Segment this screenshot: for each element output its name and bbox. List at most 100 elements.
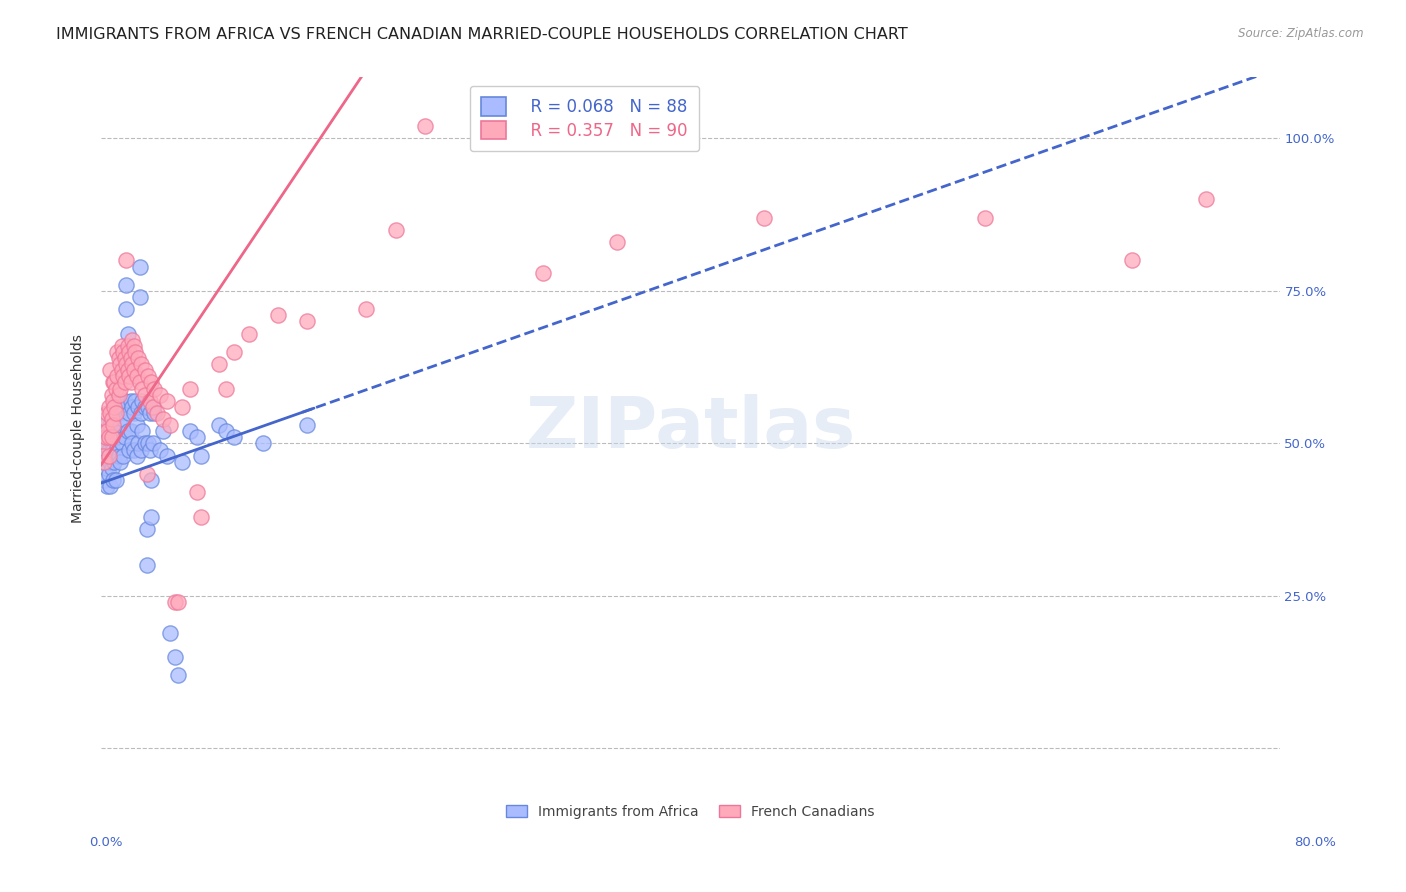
- Point: [121, 333, 143, 347]
- Point: [134, 387, 156, 401]
- Point: [100, 430, 122, 444]
- Point: [118, 345, 141, 359]
- Point: [115, 302, 138, 317]
- Point: [96, 449, 118, 463]
- Point: [208, 418, 231, 433]
- Point: [143, 406, 166, 420]
- Point: [112, 369, 135, 384]
- Point: [98, 479, 121, 493]
- Point: [163, 595, 186, 609]
- Point: [94, 418, 117, 433]
- Point: [163, 649, 186, 664]
- Point: [128, 290, 150, 304]
- Point: [156, 393, 179, 408]
- Point: [146, 406, 169, 420]
- Point: [142, 400, 165, 414]
- Point: [112, 412, 135, 426]
- Point: [139, 442, 162, 457]
- Point: [98, 455, 121, 469]
- Point: [222, 345, 245, 359]
- Point: [135, 467, 157, 481]
- Point: [93, 455, 115, 469]
- Point: [117, 363, 139, 377]
- Point: [141, 509, 163, 524]
- Point: [974, 211, 997, 225]
- Point: [97, 400, 120, 414]
- Point: [94, 412, 117, 426]
- Point: [108, 406, 131, 420]
- Point: [208, 357, 231, 371]
- Point: [107, 393, 129, 408]
- Point: [297, 314, 319, 328]
- Point: [134, 363, 156, 377]
- Point: [111, 400, 134, 414]
- Point: [97, 467, 120, 481]
- Point: [97, 449, 120, 463]
- Point: [172, 400, 194, 414]
- Point: [190, 509, 212, 524]
- Point: [121, 400, 143, 414]
- Point: [190, 449, 212, 463]
- Point: [127, 400, 149, 414]
- Point: [104, 473, 127, 487]
- Point: [752, 211, 775, 225]
- Point: [98, 418, 121, 433]
- Point: [159, 418, 181, 433]
- Point: [100, 460, 122, 475]
- Point: [117, 326, 139, 341]
- Point: [103, 455, 125, 469]
- Point: [94, 430, 117, 444]
- Point: [118, 442, 141, 457]
- Point: [222, 430, 245, 444]
- Point: [115, 277, 138, 292]
- Point: [111, 363, 134, 377]
- Point: [139, 393, 162, 408]
- Point: [120, 393, 142, 408]
- Point: [385, 223, 408, 237]
- Point: [120, 351, 142, 365]
- Point: [125, 449, 148, 463]
- Point: [122, 363, 145, 377]
- Point: [141, 376, 163, 390]
- Point: [159, 625, 181, 640]
- Point: [100, 406, 122, 420]
- Point: [186, 485, 208, 500]
- Point: [94, 460, 117, 475]
- Point: [103, 400, 125, 414]
- Point: [110, 418, 132, 433]
- Point: [108, 351, 131, 365]
- Y-axis label: Married-couple Households: Married-couple Households: [72, 334, 86, 523]
- Point: [138, 369, 160, 384]
- Point: [91, 436, 114, 450]
- Point: [121, 357, 143, 371]
- Point: [118, 369, 141, 384]
- Point: [143, 382, 166, 396]
- Point: [115, 253, 138, 268]
- Point: [93, 473, 115, 487]
- Point: [114, 393, 136, 408]
- Point: [413, 120, 436, 134]
- Point: [141, 473, 163, 487]
- Point: [111, 436, 134, 450]
- Point: [1121, 253, 1143, 268]
- Point: [101, 418, 124, 433]
- Point: [128, 376, 150, 390]
- Point: [156, 449, 179, 463]
- Point: [107, 345, 129, 359]
- Point: [112, 449, 135, 463]
- Point: [127, 351, 149, 365]
- Point: [91, 449, 114, 463]
- Point: [138, 436, 160, 450]
- Point: [117, 424, 139, 438]
- Point: [104, 382, 127, 396]
- Point: [104, 400, 127, 414]
- Text: ZIPatlas: ZIPatlas: [526, 393, 855, 463]
- Point: [215, 382, 238, 396]
- Point: [96, 424, 118, 438]
- Point: [97, 424, 120, 438]
- Point: [125, 369, 148, 384]
- Point: [267, 309, 290, 323]
- Point: [96, 479, 118, 493]
- Point: [149, 442, 172, 457]
- Point: [186, 430, 208, 444]
